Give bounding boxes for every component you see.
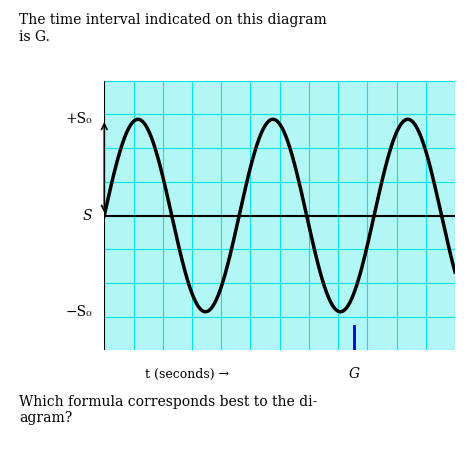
Text: −S₀: −S₀ — [65, 305, 92, 319]
Text: t (seconds) →: t (seconds) → — [145, 368, 229, 381]
Text: S: S — [82, 208, 92, 223]
Text: Which formula corresponds best to the di-
agram?: Which formula corresponds best to the di… — [19, 395, 317, 425]
Text: +S₀: +S₀ — [65, 112, 92, 126]
Text: G: G — [348, 367, 359, 381]
Text: The time interval indicated on this diagram
is G.: The time interval indicated on this diag… — [19, 13, 327, 44]
